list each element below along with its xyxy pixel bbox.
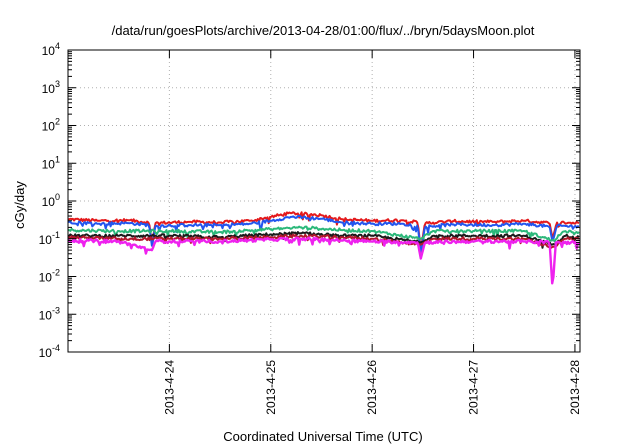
y-tick-label: 10-3 [39,305,60,322]
grid [68,50,580,352]
y-tick-label: 103 [42,79,60,96]
x-axis-label: Coordinated Universal Time (UTC) [223,429,422,444]
x-tick-label: 2013-4-27 [467,360,481,415]
series-line [68,236,580,285]
x-tick-label: 2013-4-25 [264,360,278,415]
series-layer [68,211,580,285]
y-axis-ticks: 10-4 10-3 10-2 10-1 100 101 102 103 104 [39,41,580,360]
series-line [68,233,580,249]
y-tick-label: 10-1 [39,230,60,247]
y-tick-label: 102 [42,117,60,134]
x-axis-ticks: 2013-4-24 2013-4-25 2013-4-26 2013-4-27 2013… [162,50,582,415]
x-tick-label: 2013-4-28 [568,360,582,415]
y-tick-label: 100 [42,192,60,209]
y-axis-label: cGy/day [12,181,27,229]
x-tick-label: 2013-4-26 [365,360,379,415]
x-tick-label: 2013-4-24 [162,360,176,415]
chart-title: /data/run/goesPlots/archive/2013-04-28/0… [112,23,535,38]
y-tick-label: 10-2 [39,268,60,285]
y-tick-label: 10-4 [39,343,60,360]
y-tick-label: 101 [42,154,60,171]
y-tick-label: 104 [42,41,60,58]
